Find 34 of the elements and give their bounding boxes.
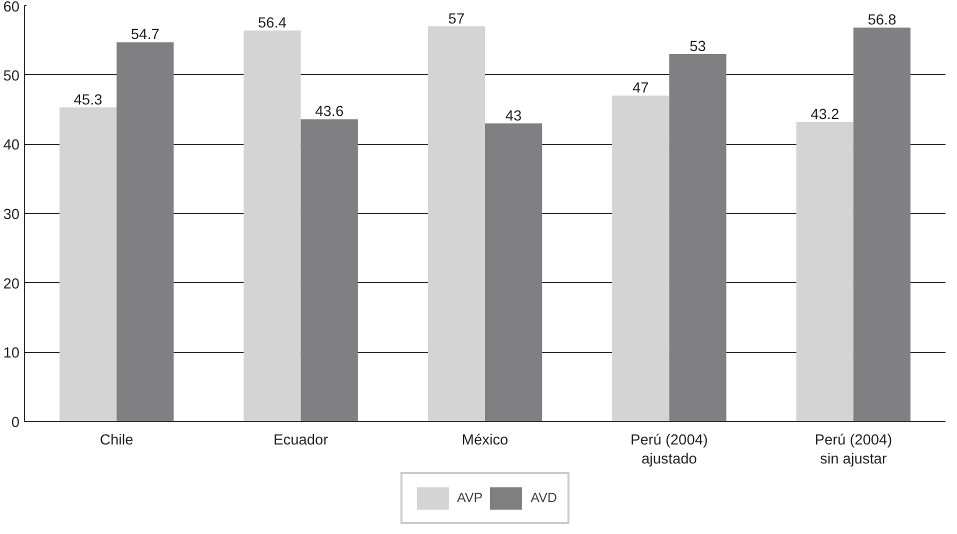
x-tick-label: Chile: [100, 432, 134, 448]
data-label: 57: [448, 11, 465, 28]
y-tick-label: 40: [3, 138, 20, 154]
data-label: 54.7: [130, 27, 160, 44]
x-tick-label: Perú (2004) ajustado: [630, 432, 708, 468]
bar: [853, 28, 910, 422]
x-tick-label: Ecuador: [274, 432, 328, 448]
data-label: 56.8: [868, 12, 896, 29]
bar: [428, 26, 485, 422]
y-tick-label: 50: [3, 68, 20, 84]
data-label: 43.6: [315, 104, 344, 120]
x-tick-label: México: [462, 432, 508, 448]
bar: [796, 122, 854, 422]
data-label: 43.2: [810, 106, 840, 123]
legend-label: AVD: [530, 490, 558, 505]
legend-label: AVP: [456, 490, 483, 505]
x-tick-label: Perú (2004) sin ajustar: [814, 432, 892, 468]
data-label: 53: [690, 39, 706, 56]
bar: [244, 30, 301, 422]
y-tick-label: 30: [3, 207, 20, 223]
bar: [612, 96, 670, 422]
data-label: 45.3: [74, 92, 102, 108]
data-label: 56.4: [258, 15, 287, 32]
bar: [116, 42, 174, 422]
y-tick-label: 10: [3, 346, 20, 362]
data-label: 43: [505, 108, 522, 124]
y-tick-label: 20: [3, 276, 20, 292]
y-tick-label: 0: [11, 415, 20, 431]
bar: [60, 107, 117, 422]
bar: [669, 54, 726, 422]
data-label: 47: [632, 80, 649, 97]
bar: [300, 119, 358, 422]
y-tick-label: 60: [3, 0, 20, 16]
bar: [485, 123, 542, 422]
